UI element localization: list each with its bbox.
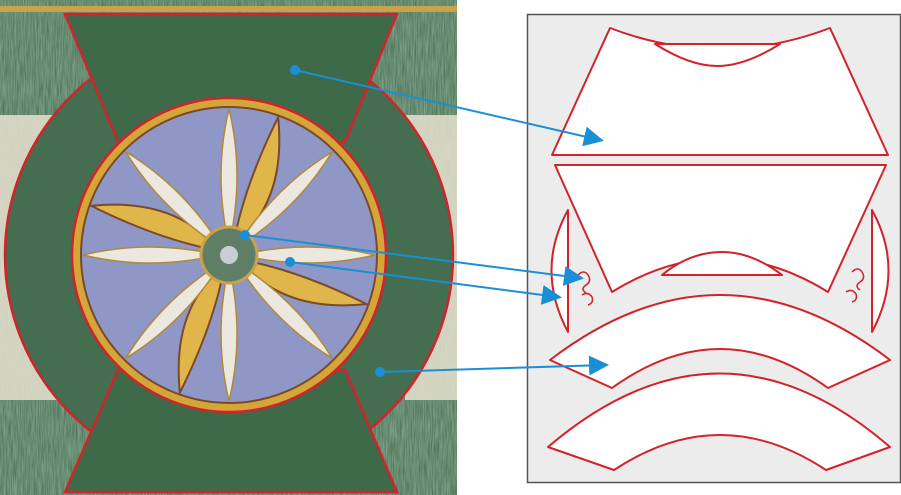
top-trapezoid [63,12,399,144]
squiggle [845,289,858,303]
piece-lens [654,43,781,67]
piece-lens [661,251,783,276]
arrow [379,355,609,376]
piece-arc [547,372,891,471]
arrow [289,261,562,305]
medallion-outline [70,96,388,414]
gold-strip [0,6,457,12]
center-dot [220,246,238,264]
marble-panel [0,0,457,495]
piece-side-right [871,209,890,333]
piece-arc [549,294,891,389]
piece-side-left [550,209,569,333]
squiggle [581,292,594,306]
squiggle [851,268,865,291]
pattern-sheet [526,13,901,484]
arrow [294,69,604,147]
arrows [240,65,609,377]
arrow [244,234,584,286]
